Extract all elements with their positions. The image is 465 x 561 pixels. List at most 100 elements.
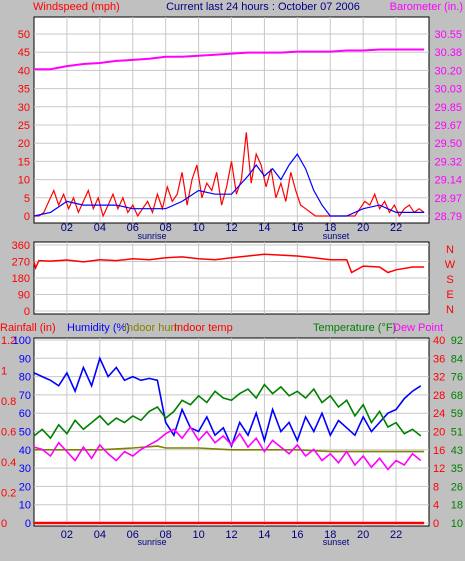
indoor-temp-tick-label: 12 xyxy=(433,463,445,475)
temperature-axis-title: Temperature (°F) xyxy=(313,322,396,334)
temperature-tick-label: 35 xyxy=(451,463,463,475)
x-tick-label: 16 xyxy=(291,529,303,541)
direction-tick-label: 270 xyxy=(12,257,30,269)
x-tick-label: 22 xyxy=(390,222,402,234)
x-tick-label: 18 xyxy=(324,222,336,234)
series-windspeed-average xyxy=(33,153,425,217)
windspeed-tick-label: 45 xyxy=(18,47,30,59)
humidity-tick-label: 30 xyxy=(19,463,31,475)
barometer-tick-label: 30.55 xyxy=(434,29,462,41)
compass-tick-label: E xyxy=(446,289,453,301)
barometer-tick-labels: 30.55 30.38 30.20 30.03 29.85 29.67 29.50 29.32… xyxy=(434,29,462,223)
windspeed-tick-label: 5 xyxy=(24,193,30,205)
indoor-temp-tick-label: 28 xyxy=(433,390,445,402)
humidity-temperature-panel: Rainfall (in) Humidity (%) Indoor hum In… xyxy=(0,322,463,547)
windspeed-tick-label: 50 xyxy=(18,29,30,41)
barometer-tick-label: 29.14 xyxy=(434,175,462,187)
wind-barometer-panel: Windspeed (mph) Current last 24 hours : … xyxy=(18,1,463,241)
humidity-tick-label: 80 xyxy=(19,372,31,384)
barometer-tick-label: 29.32 xyxy=(434,156,462,168)
temperature-tick-label: 26 xyxy=(451,481,463,493)
plot-1-series xyxy=(33,48,425,218)
temperature-tick-label: 43 xyxy=(451,445,463,457)
compass-tick-label: W xyxy=(445,259,456,271)
indoor-temp-tick-label: 36 xyxy=(433,353,445,365)
rainfall-tick-labels: 1.2 1 0.8 0.6 0.4 0.2 0 xyxy=(1,335,16,530)
windspeed-tick-label: 10 xyxy=(18,175,30,187)
rainfall-axis-title: Rainfall (in) xyxy=(0,322,56,334)
compass-tick-label: S xyxy=(446,274,453,286)
x-tick-label: 20 xyxy=(357,529,369,541)
barometer-tick-label: 29.67 xyxy=(434,120,462,132)
indoor-temp-tick-label: 16 xyxy=(433,445,445,457)
sunrise-label: sunrise xyxy=(137,231,166,241)
x-tick-label: 20 xyxy=(357,222,369,234)
windspeed-axis-title: Windspeed (mph) xyxy=(33,1,120,13)
rainfall-tick-label: 0 xyxy=(1,518,7,530)
humidity-tick-label: 60 xyxy=(19,408,31,420)
x-tick-label: 10 xyxy=(192,529,204,541)
humidity-tick-label: 100 xyxy=(13,335,31,347)
barometer-tick-label: 30.03 xyxy=(434,84,462,96)
rainfall-tick-label: 0.2 xyxy=(1,488,16,500)
x-tick-label: 02 xyxy=(61,529,73,541)
windspeed-tick-label: 15 xyxy=(18,156,30,168)
plot-1-x-tick-labels: 02 04 06 08 10 12 14 16 18 20 22 xyxy=(61,222,402,234)
plot-3-series xyxy=(33,356,425,525)
indoor-temp-tick-label: 24 xyxy=(433,408,445,420)
x-tick-label: 12 xyxy=(225,222,237,234)
temperature-tick-label: 59 xyxy=(451,408,463,420)
windspeed-tick-label: 20 xyxy=(18,138,30,150)
temperature-tick-label: 10 xyxy=(451,518,463,530)
rainfall-tick-label: 0.4 xyxy=(1,457,16,469)
rainfall-tick-label: 0.8 xyxy=(1,396,16,408)
barometer-tick-label: 28.97 xyxy=(434,193,462,205)
temperature-tick-label: 92 xyxy=(451,335,463,347)
x-tick-label: 14 xyxy=(258,529,270,541)
windspeed-tick-label: 25 xyxy=(18,120,30,132)
indoor-temp-tick-label: 4 xyxy=(433,500,439,512)
barometer-axis-title: Barometer (in.) xyxy=(390,1,463,13)
direction-tick-label: 180 xyxy=(12,273,30,285)
x-tick-label: 08 xyxy=(160,222,172,234)
x-tick-label: 06 xyxy=(127,222,139,234)
humidity-tick-label: 50 xyxy=(19,427,31,439)
x-tick-label: 04 xyxy=(94,222,106,234)
x-tick-label: 02 xyxy=(61,222,73,234)
barometer-tick-label: 29.50 xyxy=(434,138,462,150)
humidity-tick-label: 10 xyxy=(19,500,31,512)
humidity-tick-label: 90 xyxy=(19,353,31,365)
series-indoor-hum xyxy=(34,445,425,453)
temperature-tick-label: 18 xyxy=(451,500,463,512)
humidity-tick-label: 70 xyxy=(19,390,31,402)
series-dew-point xyxy=(33,425,422,471)
chart-title: Current last 24 hours : October 07 2006 xyxy=(166,1,360,13)
windspeed-tick-label: 40 xyxy=(18,65,30,77)
windspeed-tick-label: 30 xyxy=(18,102,30,114)
rainfall-tick-label: 0.6 xyxy=(1,427,16,439)
series-wind-direction xyxy=(33,253,425,274)
temperature-tick-label: 51 xyxy=(451,427,463,439)
indoor-hum-axis-title: Indoor hum xyxy=(124,322,180,334)
plot-3-x-tick-labels: 02 04 06 08 10 12 14 16 18 20 22 xyxy=(61,529,402,541)
direction-tick-label: 0 xyxy=(24,306,30,318)
humidity-tick-label: 0 xyxy=(25,518,31,530)
barometer-tick-label: 29.85 xyxy=(434,102,462,114)
x-tick-label: 10 xyxy=(192,222,204,234)
humidity-tick-label: 40 xyxy=(19,445,31,457)
temperature-tick-label: 76 xyxy=(451,372,463,384)
x-tick-label: 06 xyxy=(127,529,139,541)
indoor-temp-tick-label: 20 xyxy=(433,427,445,439)
indoor-temp-tick-label: 40 xyxy=(433,335,445,347)
humidity-tick-label: 20 xyxy=(19,481,31,493)
x-tick-label: 04 xyxy=(94,529,106,541)
sunset-label-lower: sunset xyxy=(323,537,350,547)
indoor-temp-axis-title: Indoor temp xyxy=(174,322,233,334)
indoor-temp-tick-label: 8 xyxy=(433,481,439,493)
